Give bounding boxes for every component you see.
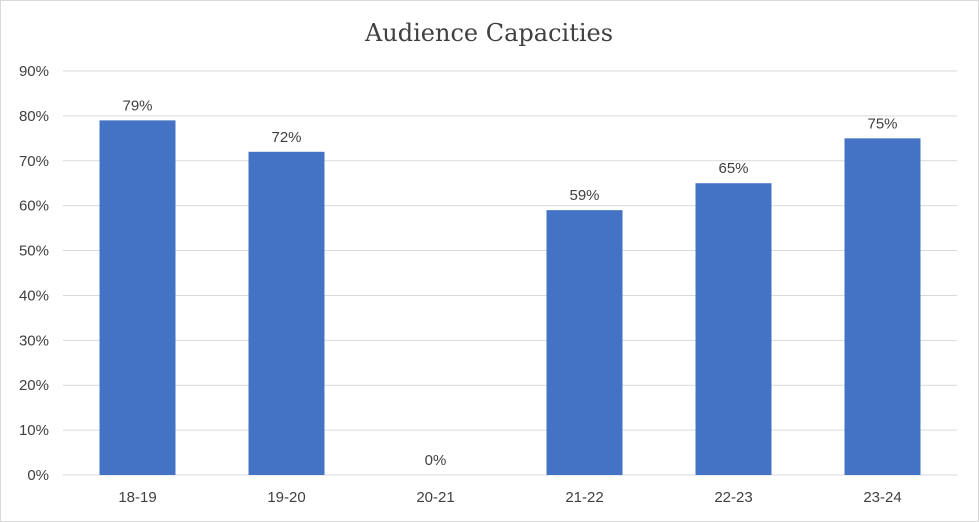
bar-23-24 — [844, 138, 921, 476]
x-tick-label-19-20: 19-20 — [267, 489, 305, 506]
chart-title: Audience Capacities — [364, 19, 613, 47]
y-tick-label: 70% — [19, 153, 49, 170]
y-tick-label: 40% — [19, 287, 49, 304]
gridlines — [63, 70, 957, 476]
y-tick-label: 0% — [27, 467, 49, 484]
bars — [99, 120, 921, 476]
data-labels: 79% 72% 0% 59% 65% 75% — [122, 97, 897, 469]
data-label-23-24: 75% — [867, 115, 897, 132]
x-axis-tick-labels: 18-19 19-20 20-21 21-22 22-23 23-24 — [118, 489, 901, 506]
data-label-22-23: 65% — [718, 160, 748, 177]
bar-19-20 — [248, 151, 325, 476]
y-tick-label: 20% — [19, 377, 49, 394]
y-tick-label: 30% — [19, 332, 49, 349]
data-label-20-21: 0% — [425, 452, 447, 469]
y-tick-label: 60% — [19, 198, 49, 215]
y-axis-tick-labels: 0% 10% 20% 30% 40% 50% 60% 70% 80% 90% — [19, 63, 49, 484]
y-tick-label: 10% — [19, 422, 49, 439]
x-tick-label-20-21: 20-21 — [416, 489, 454, 506]
y-tick-label: 50% — [19, 243, 49, 260]
bar-18-19 — [99, 120, 176, 475]
data-label-21-22: 59% — [569, 187, 599, 204]
x-tick-label-21-22: 21-22 — [565, 489, 603, 506]
bar-21-22 — [546, 210, 623, 475]
data-label-19-20: 72% — [271, 129, 301, 146]
y-tick-label: 90% — [19, 63, 49, 80]
x-tick-label-18-19: 18-19 — [118, 489, 156, 506]
bar-22-23 — [695, 183, 772, 475]
x-tick-label-22-23: 22-23 — [714, 489, 752, 506]
data-label-18-19: 79% — [122, 97, 152, 114]
x-tick-label-23-24: 23-24 — [863, 489, 901, 506]
y-tick-label: 80% — [19, 108, 49, 125]
